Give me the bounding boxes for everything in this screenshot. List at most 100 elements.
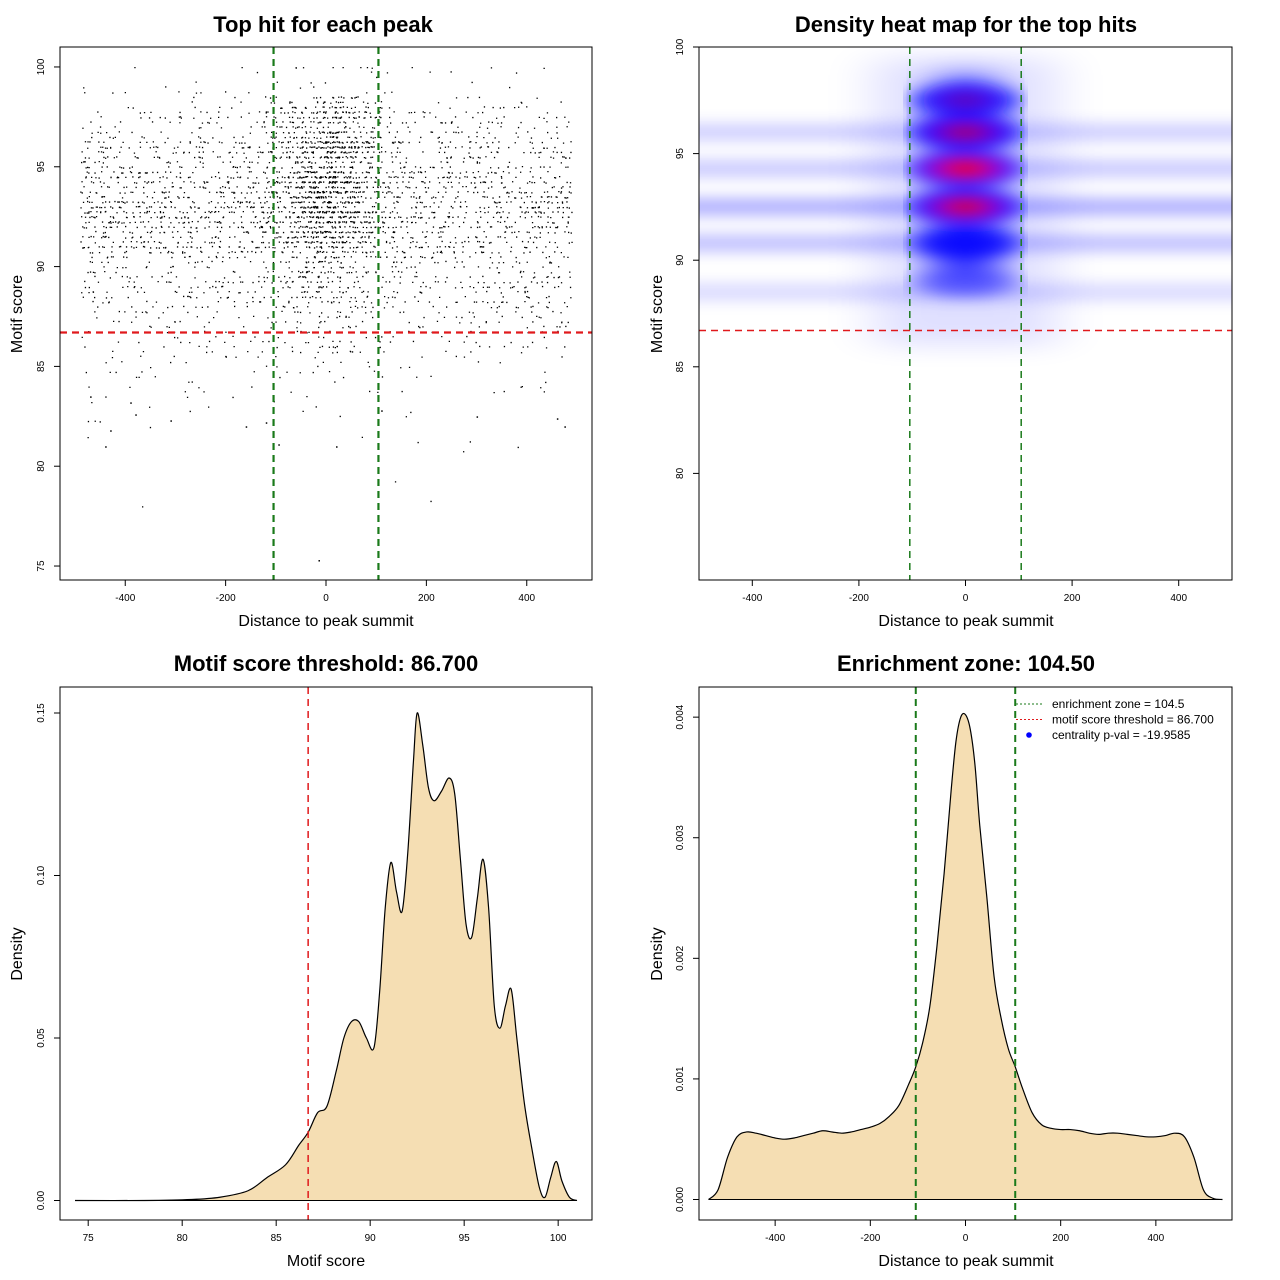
x-tick-label: 400 (1148, 1233, 1165, 1244)
y-tick-label: 100 (675, 38, 686, 55)
scatter-point (170, 420, 172, 422)
chart-title: Top hit for each peak (213, 12, 433, 37)
x-tick-label: 100 (550, 1233, 567, 1244)
chart-title: Density heat map for the top hits (795, 12, 1137, 37)
scatter-point (110, 430, 112, 432)
scatter-point (564, 426, 566, 428)
x-axis-label: Distance to peak summit (238, 613, 414, 630)
density-line (708, 712, 1223, 1201)
density-fill (75, 712, 577, 1201)
reference-lines (699, 47, 1232, 580)
axis-ticks: -400 -200 0 200 400 80 85 90 95 100 (675, 38, 1187, 604)
y-tick-label: 95 (36, 161, 47, 173)
heatmap-hotspot-core (935, 157, 996, 180)
density-heatmap (699, 47, 1232, 580)
y-tick-label: 0.10 (36, 865, 47, 885)
x-tick-label: -400 (742, 593, 762, 604)
plot-frame (59, 46, 593, 581)
x-tick-label: -200 (216, 593, 236, 604)
x-tick-label: -400 (765, 1233, 785, 1244)
heatmap-hotspot (913, 228, 1018, 259)
scatter-point (135, 414, 137, 416)
x-tick-label: -200 (860, 1233, 880, 1244)
legend-point-icon (1026, 732, 1032, 738)
heatmap-hotspots (913, 85, 1018, 297)
y-tick-label: 0.002 (675, 945, 686, 970)
x-tick-label: 400 (1170, 593, 1187, 604)
plot-frame (698, 46, 1233, 581)
y-tick-label: 90 (36, 261, 47, 273)
x-tick-label: 200 (1052, 1233, 1069, 1244)
y-tick-label: 85 (675, 361, 686, 373)
y-tick-label: 0.004 (675, 704, 686, 729)
scatter-point (130, 402, 132, 404)
scatter-point (265, 422, 268, 424)
y-tick-label: 0.000 (675, 1187, 686, 1212)
scatter-point (245, 426, 248, 428)
plot-frame (698, 686, 1233, 1221)
y-tick-label: 0.00 (36, 1190, 47, 1210)
x-tick-label: -400 (115, 593, 135, 604)
density-line (75, 712, 578, 1202)
legend: enrichment zone = 104.5 motif score thres… (1016, 697, 1214, 742)
scatter-point (556, 418, 559, 420)
density-curve (75, 712, 578, 1202)
x-tick-label: 400 (518, 593, 535, 604)
x-tick-label: 95 (459, 1233, 471, 1244)
legend-item-label: motif score threshold = 86.700 (1052, 713, 1214, 727)
density-curve (708, 712, 1223, 1201)
legend-item-label: enrichment zone = 104.5 (1052, 697, 1185, 711)
legend-item-label: centrality p-val = -19.9585 (1052, 728, 1191, 742)
scatter-point (336, 446, 338, 448)
y-tick-label: 85 (36, 360, 47, 372)
y-axis-label: Density (649, 927, 666, 980)
scatter-point (318, 560, 320, 562)
y-tick-label: 95 (675, 148, 686, 160)
scatter-point (90, 396, 92, 398)
plot-frame (59, 686, 593, 1221)
x-tick-label: 200 (1064, 593, 1081, 604)
heatmap-hotspot-core (937, 196, 994, 217)
score-density-panel: Motif score threshold: 86.700 Motif scor… (9, 651, 593, 1270)
x-tick-label: 0 (963, 1233, 969, 1244)
scatter-point (278, 444, 280, 446)
chart-title: Enrichment zone: 104.50 (837, 651, 1095, 676)
y-tick-label: 0.003 (675, 825, 686, 850)
chart-title: Motif score threshold: 86.700 (174, 651, 478, 676)
y-tick-label: 80 (36, 460, 47, 472)
y-axis-label: Motif score (649, 275, 666, 353)
scatter-point (476, 416, 479, 418)
x-axis-label: Distance to peak summit (878, 1253, 1054, 1270)
y-tick-label: 100 (36, 58, 47, 75)
heatmap-hotspot (913, 266, 1018, 297)
scatter-panel: Top hit for each peak Distance to peak s… (9, 12, 593, 630)
reference-lines (60, 47, 592, 580)
heatmap-hotspot-core (941, 123, 990, 142)
x-tick-label: 80 (177, 1233, 189, 1244)
axis-ticks: 75 80 85 90 95 100 0.00 0.05 0.10 0.15 (36, 703, 567, 1244)
x-tick-label: 0 (963, 593, 969, 604)
y-tick-label: 75 (36, 560, 47, 572)
x-tick-label: 85 (271, 1233, 283, 1244)
x-tick-label: -200 (849, 593, 869, 604)
reference-lines (914, 687, 1017, 1220)
y-tick-label: 0.15 (36, 703, 47, 723)
scatter-point (105, 446, 107, 448)
y-tick-label: 0.05 (36, 1028, 47, 1048)
x-axis-label: Distance to peak summit (878, 613, 1054, 630)
density-fill (708, 713, 1223, 1200)
y-tick-label: 90 (675, 254, 686, 266)
scatter-point (381, 410, 383, 412)
x-tick-label: 200 (418, 593, 435, 604)
scatter-points (80, 67, 573, 562)
scatter-point-cloud (80, 67, 573, 508)
x-tick-label: 75 (83, 1233, 95, 1244)
axis-ticks: -400 -200 0 200 400 75 80 85 90 95 100 (36, 58, 536, 604)
y-tick-label: 0.001 (675, 1066, 686, 1091)
axis-ticks: -400 -200 0 200 400 0.000 0.001 0.002 0.003 0.004 (675, 704, 1165, 1244)
y-axis-label: Motif score (9, 275, 26, 353)
distance-density-panel: Enrichment zone: 104.50 Distance to peak… (649, 651, 1233, 1270)
y-tick-label: 80 (675, 467, 686, 479)
x-tick-label: 0 (323, 593, 329, 604)
